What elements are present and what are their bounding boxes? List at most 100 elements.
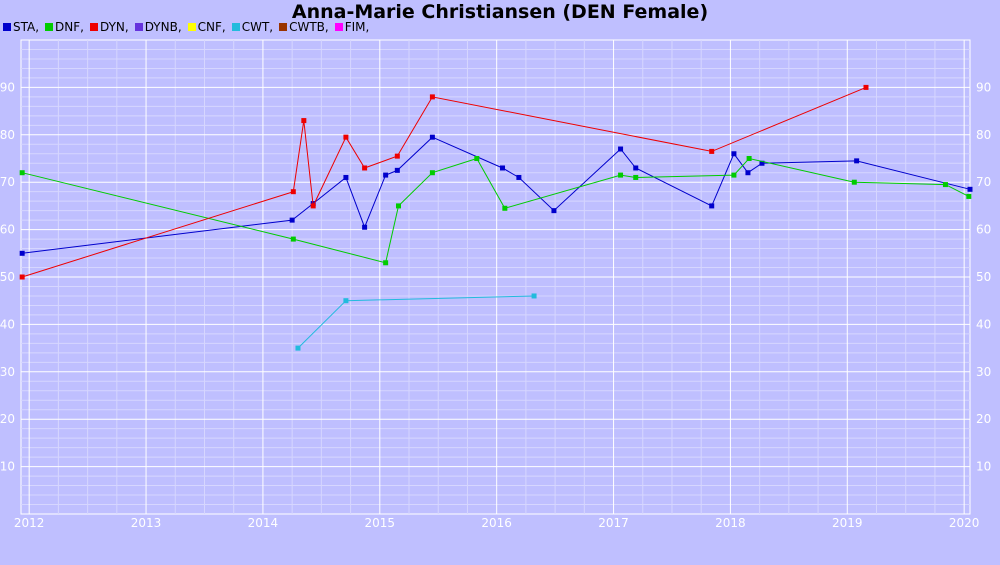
y-tick-label-left: 50: [0, 270, 15, 284]
legend-label: CWTB,: [289, 20, 329, 34]
y-tick-label-right: 30: [976, 365, 991, 379]
data-point: [289, 217, 295, 223]
series-line: [22, 157, 970, 264]
y-tick-label-left: 80: [0, 128, 15, 142]
data-point: [19, 250, 25, 256]
legend-label: CNF,: [197, 20, 226, 34]
y-tick-label-left: 30: [0, 365, 15, 379]
data-point: [531, 293, 537, 299]
x-tick-label: 2019: [832, 516, 863, 530]
data-point: [19, 170, 25, 176]
series-cwt: [295, 293, 537, 351]
data-point: [383, 172, 389, 178]
x-tick-label: 2014: [248, 516, 279, 530]
data-point: [290, 189, 296, 195]
data-point: [310, 203, 316, 209]
data-point: [731, 172, 737, 178]
y-tick-label-left: 60: [0, 223, 15, 237]
data-point: [745, 170, 751, 176]
data-point: [343, 298, 349, 304]
legend-swatch: [231, 23, 240, 31]
y-tick-label-left: 20: [0, 412, 15, 426]
legend-item: CWTB,: [279, 20, 329, 34]
y-tick-label-right: 70: [976, 175, 991, 189]
data-point: [759, 160, 765, 166]
major-grid: [21, 40, 970, 514]
legend-item: DYN,: [89, 20, 129, 34]
legend-swatch: [3, 23, 11, 31]
data-point: [731, 151, 737, 157]
data-point: [967, 186, 973, 192]
chart-title: Anna-Marie Christiansen (DEN Female): [291, 1, 709, 23]
legend-item: DNF,: [45, 20, 84, 34]
y-tick-label-right: 60: [976, 223, 991, 237]
legend-label: STA,: [13, 20, 40, 34]
series-dnf: [19, 156, 972, 266]
series-dyn: [19, 84, 869, 280]
y-tick-label-right: 10: [976, 460, 991, 474]
legend-item: FIM,: [334, 20, 370, 34]
data-point: [383, 260, 389, 266]
data-point: [362, 165, 368, 171]
x-tick-label: 2012: [14, 516, 45, 530]
data-point: [395, 203, 401, 209]
x-tick-label: 2017: [598, 516, 629, 530]
legend-swatch: [89, 23, 98, 31]
legend-label: FIM,: [344, 20, 370, 34]
data-point: [343, 174, 349, 180]
legend-swatch: [334, 23, 343, 31]
legend-swatch: [134, 23, 143, 31]
y-tick-label-left: 90: [0, 80, 15, 94]
data-point: [633, 174, 639, 180]
data-point: [429, 134, 435, 140]
data-point: [429, 170, 435, 176]
data-point: [429, 94, 435, 100]
data-point: [516, 174, 522, 180]
minor-grid: [21, 40, 970, 514]
legend-item: STA,: [3, 20, 39, 34]
data-point: [633, 165, 639, 171]
data-point: [551, 208, 557, 214]
legend-swatch: [279, 23, 288, 31]
data-point: [343, 134, 349, 140]
data-point: [500, 165, 506, 171]
legend-item: CWT,: [231, 20, 274, 34]
x-tick-label: 2018: [715, 516, 746, 530]
x-tick-label: 2020: [949, 516, 980, 530]
data-point: [746, 156, 752, 161]
x-tick-label: 2013: [131, 516, 162, 530]
legend-label: DYNB,: [144, 20, 182, 34]
data-point: [301, 118, 307, 124]
data-point: [394, 167, 400, 173]
data-point: [966, 193, 972, 199]
y-tick-label-left: 70: [0, 175, 15, 189]
y-tick-label-left: 10: [0, 460, 15, 474]
y-tick-label-right: 20: [976, 412, 991, 426]
data-point: [502, 205, 508, 211]
data-point: [709, 203, 715, 209]
chart-legend: STA, DNF, DYN, DYNB, CNF, CWT, CWTB, FIM,: [3, 20, 375, 34]
legend-item: DYNB,: [134, 20, 182, 34]
data-point: [854, 158, 860, 164]
y-tick-label-left: 40: [0, 317, 15, 331]
legend-swatch: [45, 23, 54, 31]
legend-item: CNF,: [187, 20, 226, 34]
y-tick-label-right: 90: [976, 80, 991, 94]
data-point: [618, 172, 624, 178]
data-point: [709, 148, 715, 154]
y-tick-label-right: 80: [976, 128, 991, 142]
legend-label: DYN,: [99, 20, 129, 34]
data-point: [19, 274, 25, 280]
x-tick-label: 2016: [481, 516, 512, 530]
data-point: [474, 156, 480, 161]
legend-label: CWT,: [241, 20, 274, 34]
legend-swatch: [187, 23, 196, 31]
data-point: [618, 146, 624, 152]
data-point: [851, 179, 857, 185]
data-point: [290, 236, 296, 242]
data-point: [863, 84, 869, 90]
y-tick-label-right: 50: [976, 270, 991, 284]
legend-label: DNF,: [55, 20, 84, 34]
